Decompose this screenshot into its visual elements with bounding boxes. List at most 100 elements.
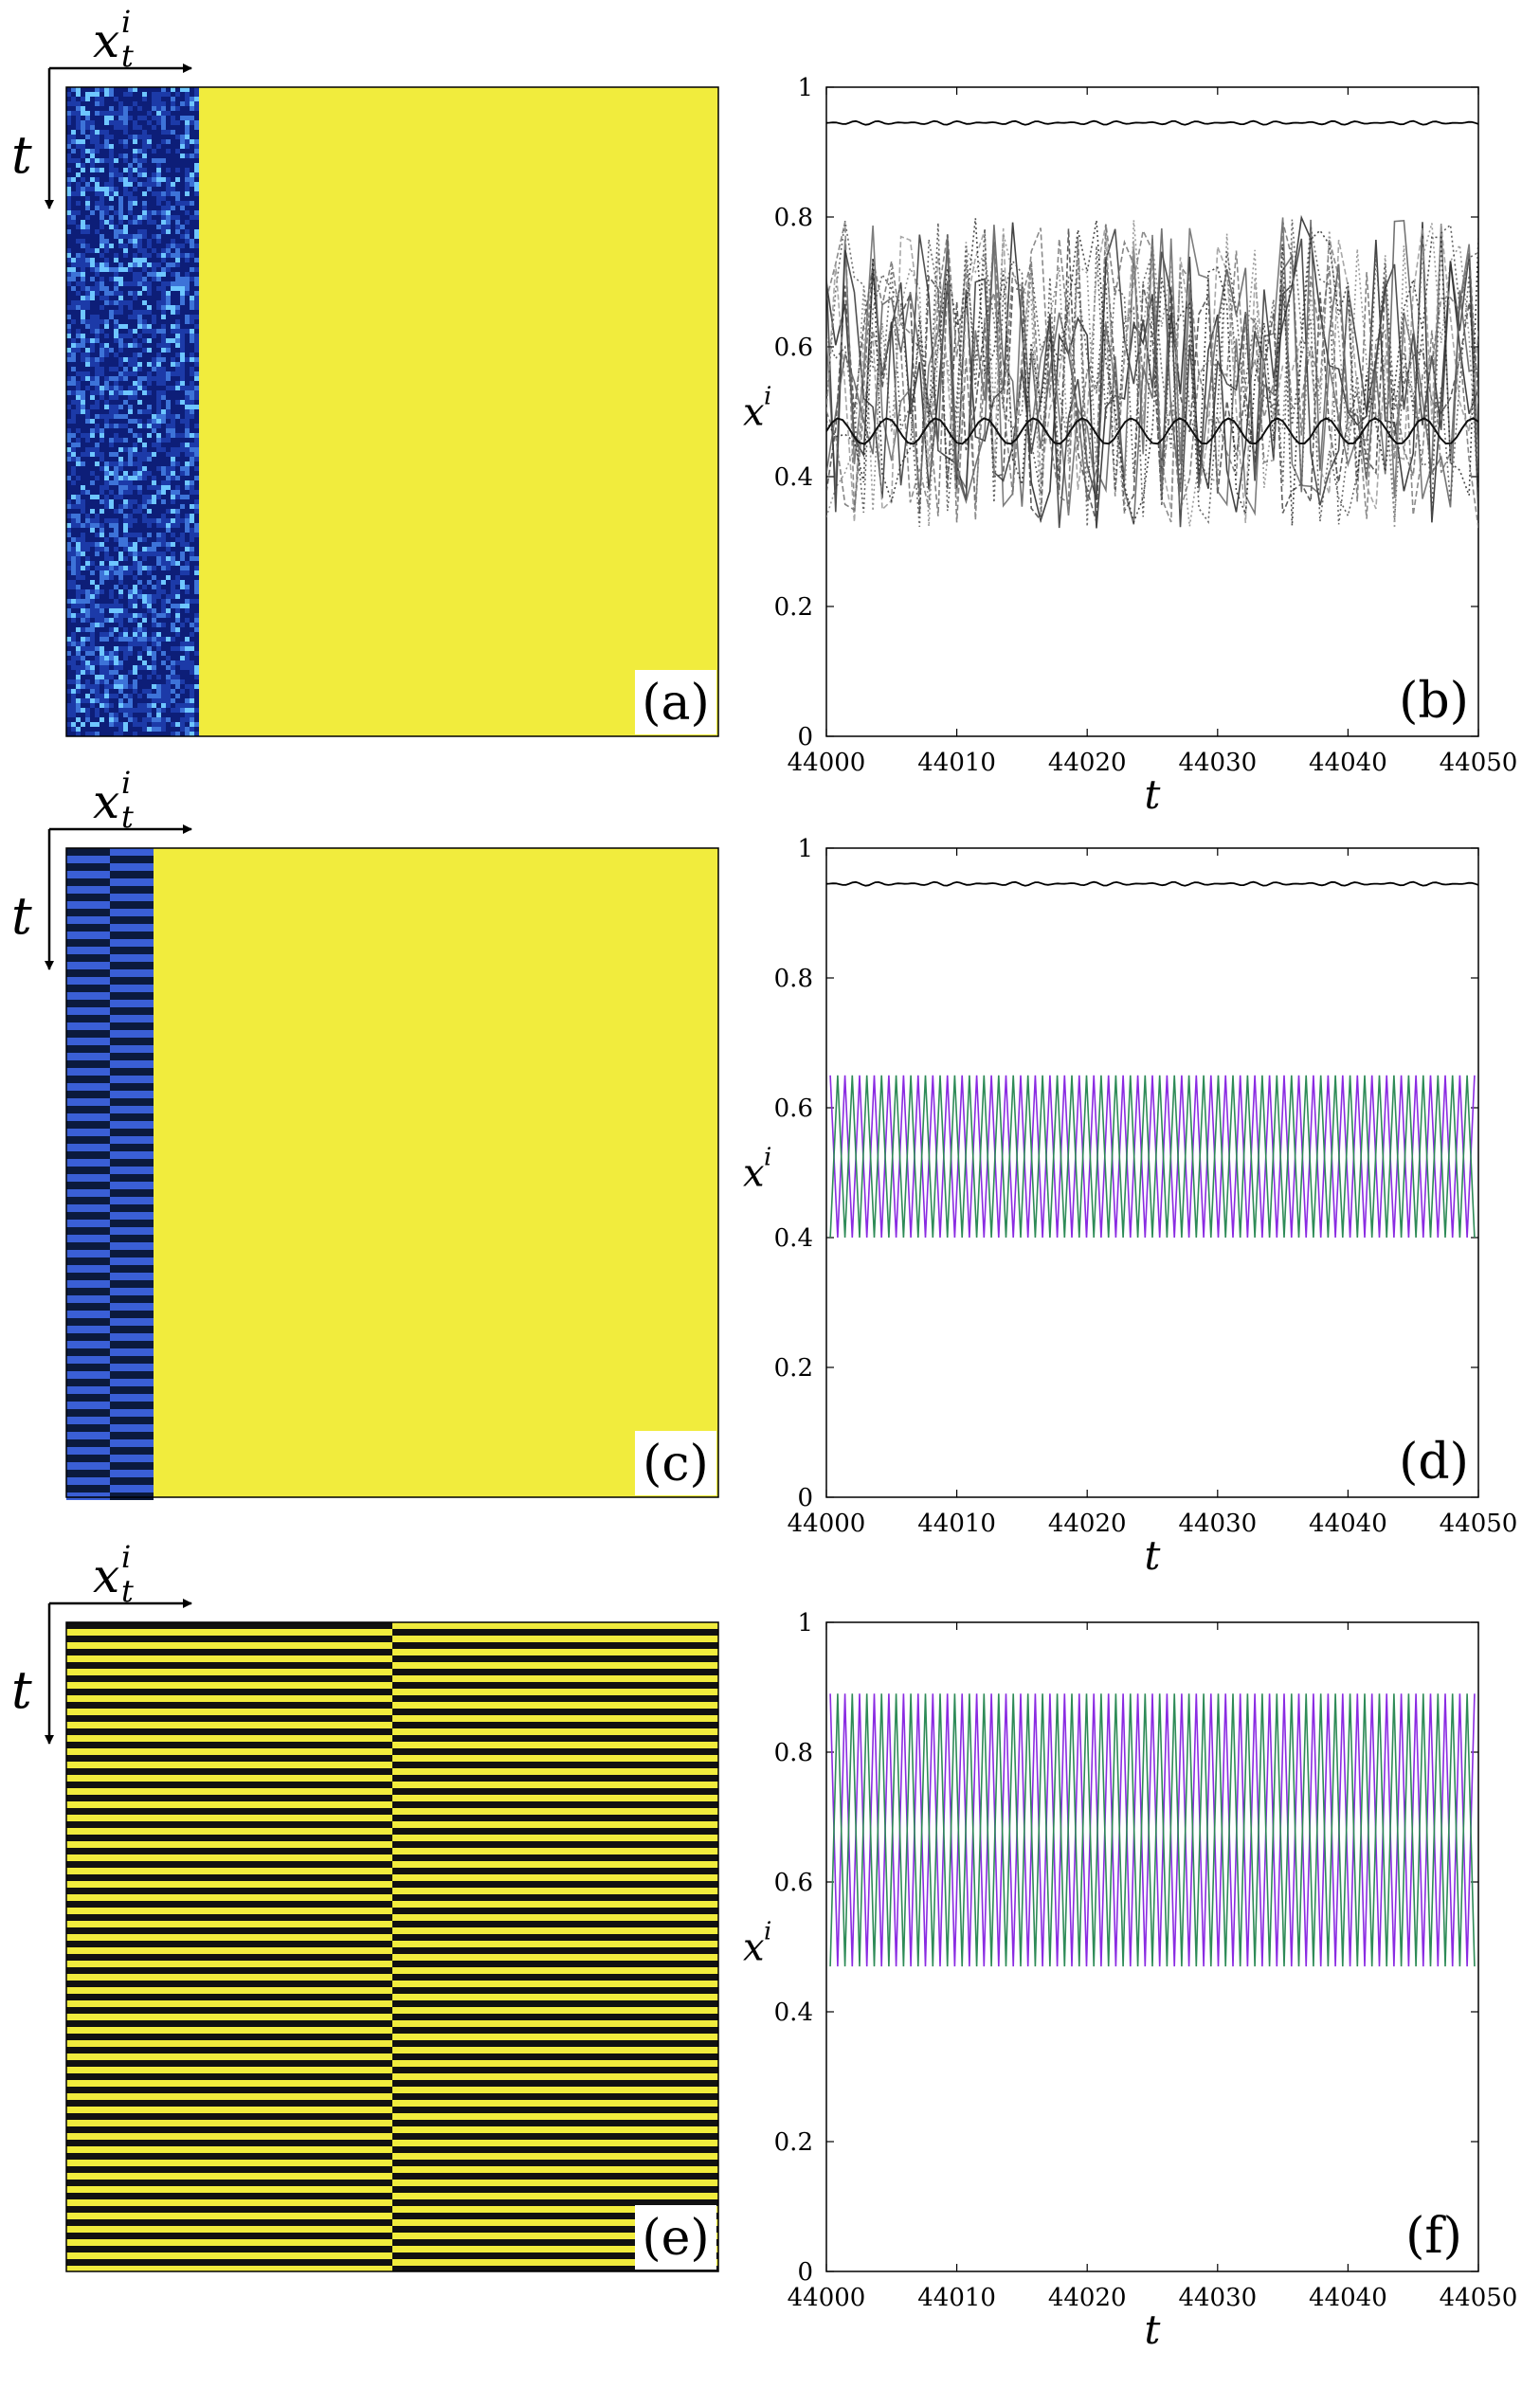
noise-cell bbox=[180, 357, 185, 362]
noise-cell bbox=[156, 343, 161, 348]
noise-cell bbox=[114, 116, 118, 120]
noise-cell bbox=[137, 135, 142, 139]
noise-cell bbox=[190, 660, 194, 665]
noise-cell bbox=[171, 703, 175, 708]
noise-cell bbox=[90, 177, 95, 182]
noise-cell bbox=[76, 158, 81, 163]
noise-cell bbox=[66, 575, 71, 580]
noise-cell bbox=[118, 357, 123, 362]
noise-cell bbox=[128, 168, 133, 172]
noise-cell bbox=[123, 632, 128, 637]
noise-cell bbox=[95, 698, 100, 703]
noise-cell bbox=[128, 665, 133, 670]
noise-cell bbox=[180, 371, 185, 376]
noise-cell bbox=[123, 665, 128, 670]
noise-cell bbox=[133, 92, 137, 97]
noise-cell bbox=[175, 523, 180, 528]
noise-cell bbox=[152, 552, 156, 556]
noise-cell bbox=[185, 210, 190, 215]
noise-cell bbox=[190, 191, 194, 196]
noise-cell bbox=[175, 248, 180, 253]
noise-cell bbox=[66, 187, 71, 191]
noise-cell bbox=[128, 130, 133, 135]
noise-cell bbox=[81, 613, 85, 618]
noise-cell bbox=[128, 220, 133, 225]
noise-cell bbox=[171, 405, 175, 409]
noise-cell bbox=[171, 675, 175, 679]
noise-cell bbox=[104, 196, 109, 201]
series-line-chaotic bbox=[826, 219, 1478, 525]
noise-cell bbox=[104, 234, 109, 239]
noise-cell bbox=[175, 599, 180, 604]
noise-cell bbox=[152, 244, 156, 248]
noise-cell bbox=[128, 201, 133, 206]
noise-cell bbox=[76, 154, 81, 158]
noise-cell bbox=[76, 376, 81, 381]
noise-cell bbox=[190, 220, 194, 225]
noise-cell bbox=[100, 665, 104, 670]
noise-cell bbox=[166, 608, 171, 613]
noise-cell bbox=[85, 135, 90, 139]
noise-cell bbox=[166, 343, 171, 348]
stripe-dark bbox=[110, 1371, 154, 1379]
noise-cell bbox=[190, 717, 194, 722]
noise-cell bbox=[194, 727, 199, 732]
noise-cell bbox=[81, 471, 85, 476]
noise-cell bbox=[118, 163, 123, 168]
stripe-black bbox=[392, 2000, 718, 2007]
noise-cell bbox=[175, 262, 180, 267]
noise-cell bbox=[194, 414, 199, 419]
stripe-black bbox=[66, 2034, 392, 2040]
noise-cell bbox=[166, 547, 171, 552]
noise-cell bbox=[180, 201, 185, 206]
noise-cell bbox=[171, 547, 175, 552]
noise-cell bbox=[114, 191, 118, 196]
noise-cell bbox=[152, 286, 156, 291]
stripe-black bbox=[66, 2246, 392, 2252]
noise-cell bbox=[71, 305, 76, 310]
noise-cell bbox=[180, 329, 185, 334]
noise-cell bbox=[85, 324, 90, 329]
noise-cell bbox=[123, 210, 128, 215]
noise-cell bbox=[95, 353, 100, 357]
noise-cell bbox=[90, 390, 95, 395]
noise-cell bbox=[185, 154, 190, 158]
noise-cell bbox=[171, 594, 175, 599]
noise-cell bbox=[147, 338, 152, 343]
noise-cell bbox=[133, 315, 137, 319]
noise-cell bbox=[123, 414, 128, 419]
noise-cell bbox=[180, 419, 185, 424]
noise-cell bbox=[161, 684, 166, 689]
noise-cell bbox=[90, 608, 95, 613]
noise-cell bbox=[81, 727, 85, 732]
noise-cell bbox=[171, 97, 175, 101]
noise-cell bbox=[100, 570, 104, 575]
noise-cell bbox=[123, 395, 128, 400]
noise-cell bbox=[133, 267, 137, 272]
stripe-black bbox=[392, 1682, 718, 1689]
noise-cell bbox=[190, 324, 194, 329]
noise-cell bbox=[66, 727, 71, 732]
noise-cell bbox=[114, 637, 118, 642]
noise-cell bbox=[137, 637, 142, 642]
noise-cell bbox=[166, 646, 171, 651]
noise-cell bbox=[161, 528, 166, 533]
noise-cell bbox=[194, 348, 199, 353]
noise-cell bbox=[152, 116, 156, 120]
noise-cell bbox=[66, 201, 71, 206]
noise-cell bbox=[118, 177, 123, 182]
noise-cell bbox=[133, 703, 137, 708]
noise-cell bbox=[142, 239, 147, 244]
noise-cell bbox=[137, 120, 142, 125]
noise-cell bbox=[133, 253, 137, 258]
noise-cell bbox=[76, 253, 81, 258]
noise-cell bbox=[175, 158, 180, 163]
noise-cell bbox=[152, 499, 156, 504]
noise-cell bbox=[152, 443, 156, 447]
noise-cell bbox=[161, 727, 166, 732]
y-axis-label: t bbox=[11, 886, 32, 946]
noise-cell bbox=[76, 248, 81, 253]
noise-cell bbox=[194, 196, 199, 201]
noise-cell bbox=[194, 92, 199, 97]
noise-cell bbox=[95, 381, 100, 386]
